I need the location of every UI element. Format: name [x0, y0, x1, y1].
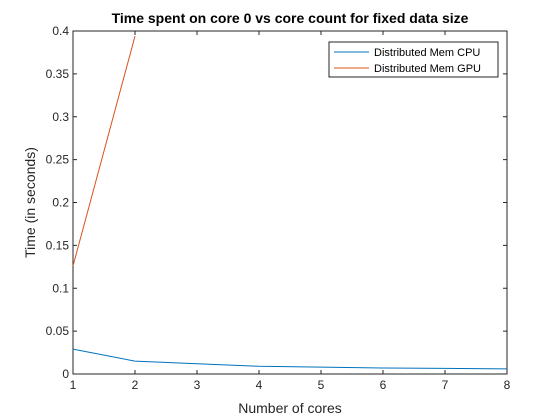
x-tick-label: 2 [132, 378, 139, 392]
legend-entry: Distributed Mem CPU [374, 47, 480, 59]
legend: Distributed Mem CPU Distributed Mem GPU [328, 41, 499, 78]
plot-area [72, 30, 508, 375]
y-tick-label: 0.35 [46, 67, 70, 81]
x-tick-label: 4 [256, 378, 263, 392]
series-line-distributed-mem-gpu [72, 36, 136, 267]
y-tick-label: 0 [62, 367, 69, 381]
y-tick-label: 0.3 [52, 110, 69, 124]
x-tick-label: 8 [504, 378, 511, 392]
axes-layer: 1 2 3 4 5 6 7 8 0 0.05 0.1 0.15 0.2 0.25 0.3 0.35 0.4 [46, 24, 511, 392]
y-tick-label: 0.05 [46, 324, 70, 338]
x-tick-label: 5 [318, 378, 325, 392]
legend-box [328, 41, 499, 78]
y-tick-label: 0.15 [46, 238, 70, 252]
legend-entry: Distributed Mem GPU [374, 63, 481, 75]
y-tick-label: 0.4 [52, 24, 69, 38]
x-tick-label: 3 [194, 378, 201, 392]
y-tick-label: 0.25 [46, 153, 70, 167]
x-axis-label: Number of cores [238, 400, 341, 416]
y-axis-label: Time (in seconds) [22, 147, 38, 258]
series-layer [72, 36, 508, 370]
series-line-distributed-mem-cpu [72, 348, 508, 370]
x-tick-label: 1 [70, 378, 77, 392]
x-tick-label: 7 [442, 378, 449, 392]
chart-title: Time spent on core 0 vs core count for f… [112, 10, 469, 26]
y-tick-label: 0.1 [52, 281, 69, 295]
y-tick-label: 0.2 [52, 196, 69, 210]
x-tick-label: 6 [380, 378, 387, 392]
